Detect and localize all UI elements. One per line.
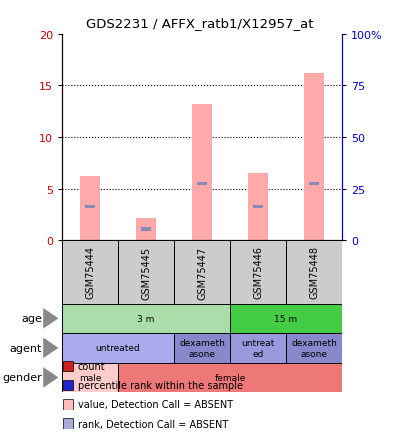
Text: female: female (214, 373, 246, 382)
Text: percentile rank within the sample: percentile rank within the sample (78, 381, 243, 390)
Bar (62, 333, 174, 363)
Text: GSM75448: GSM75448 (309, 246, 319, 299)
Bar (286, 241, 342, 304)
Text: age: age (21, 314, 42, 323)
Text: male: male (79, 373, 101, 382)
Bar (136, 218, 156, 241)
Text: dexameth
asone: dexameth asone (291, 339, 337, 358)
Bar (253, 205, 263, 209)
Bar (174, 333, 230, 363)
Bar (62, 304, 230, 333)
Polygon shape (43, 338, 58, 358)
Bar (286, 333, 342, 363)
Text: GSM75445: GSM75445 (141, 246, 151, 299)
Text: GDS2231 / AFFX_ratb1/X12957_at: GDS2231 / AFFX_ratb1/X12957_at (86, 17, 314, 30)
Polygon shape (43, 308, 58, 329)
Bar (230, 241, 286, 304)
Polygon shape (43, 367, 58, 388)
Bar (197, 182, 207, 186)
Bar (62, 241, 118, 304)
Text: dexameth
asone: dexameth asone (179, 339, 225, 358)
Text: count: count (78, 362, 106, 371)
Text: agent: agent (10, 343, 42, 353)
Text: untreat
ed: untreat ed (241, 339, 275, 358)
Bar (304, 74, 324, 241)
Text: value, Detection Call = ABSENT: value, Detection Call = ABSENT (78, 400, 233, 409)
Text: gender: gender (2, 373, 42, 382)
Bar (309, 182, 319, 186)
Bar (230, 304, 342, 333)
Bar (192, 105, 212, 241)
Bar (248, 174, 268, 241)
Bar (141, 228, 151, 231)
Text: rank, Detection Call = ABSENT: rank, Detection Call = ABSENT (78, 419, 228, 428)
Bar (118, 363, 342, 392)
Bar (230, 333, 286, 363)
Bar (85, 205, 95, 209)
Bar (80, 177, 100, 241)
Bar (62, 363, 118, 392)
Text: GSM75444: GSM75444 (85, 246, 95, 299)
Text: GSM75446: GSM75446 (253, 246, 263, 299)
Text: 15 m: 15 m (274, 314, 298, 323)
Text: 3 m: 3 m (137, 314, 155, 323)
Text: untreated: untreated (96, 344, 140, 352)
Bar (118, 241, 174, 304)
Bar (174, 241, 230, 304)
Text: GSM75447: GSM75447 (197, 246, 207, 299)
